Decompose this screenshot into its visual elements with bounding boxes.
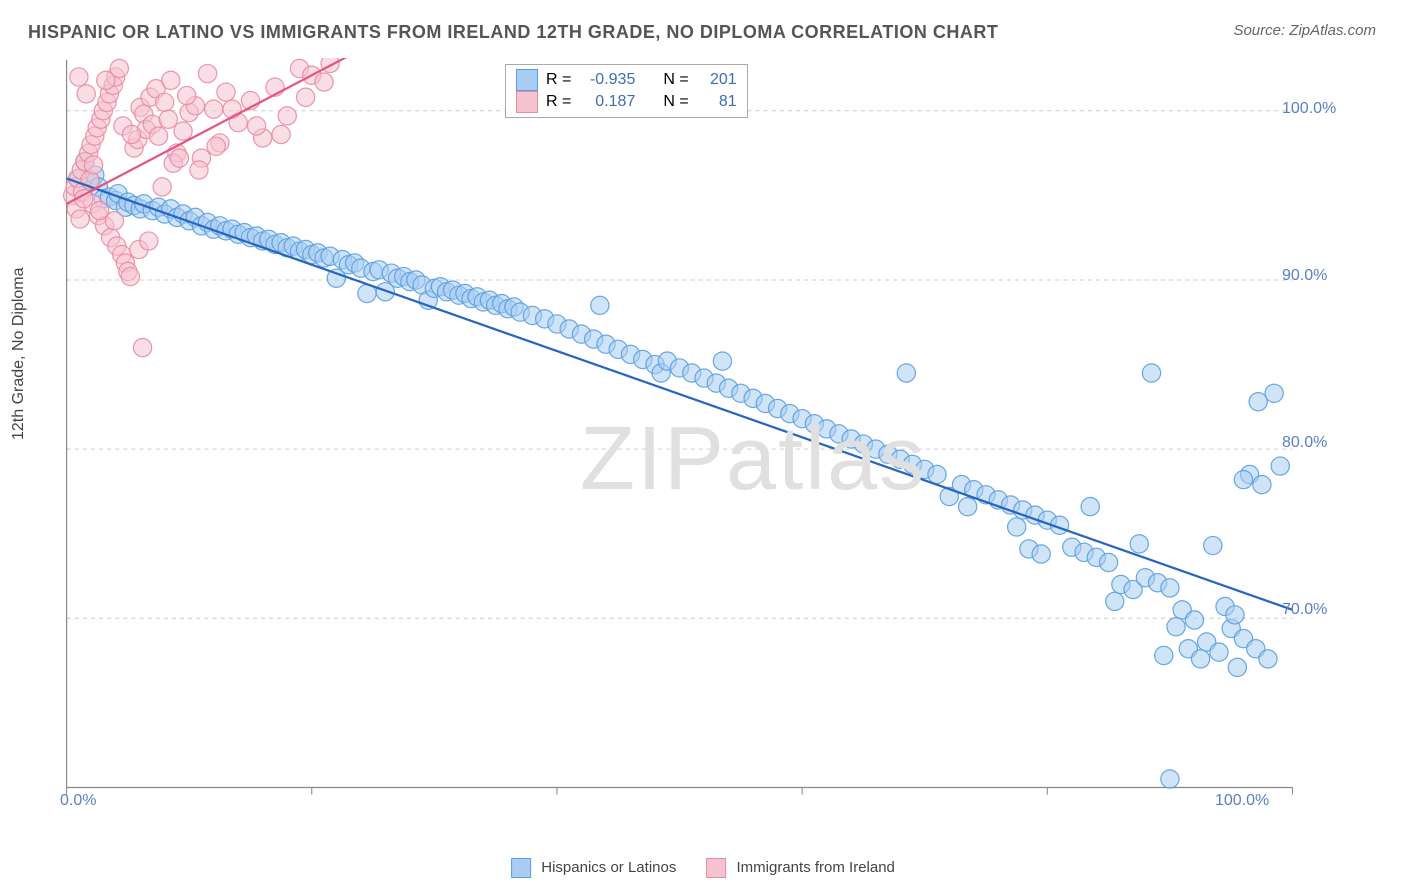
correlation-stats-box: R = -0.935 N = 201 R = 0.187 N = 81 [505,64,748,118]
plot-area: ZIPatlas R = -0.935 N = 201 R = 0.187 N … [60,58,1370,828]
legend-swatch-pink [706,858,726,878]
y-tick-label: 90.0% [1282,267,1327,285]
r2-value: 0.187 [579,93,635,111]
n-label-2: N = [663,93,688,111]
n2-value: 81 [697,93,737,111]
legend-item-2: Immigrants from Ireland [706,858,895,878]
legend-swatch-blue [511,858,531,878]
chart-title: HISPANIC OR LATINO VS IMMIGRANTS FROM IR… [28,22,998,43]
stats-swatch-pink [516,91,538,113]
stats-row-2: R = 0.187 N = 81 [516,91,737,113]
source-attribution: Source: ZipAtlas.com [1233,22,1376,39]
n-label: N = [663,71,688,89]
scatter-plot-svg [60,58,1370,828]
r1-value: -0.935 [579,71,635,89]
y-tick-label: 80.0% [1282,434,1327,452]
stats-swatch-blue [516,69,538,91]
r-label: R = [546,71,571,89]
legend-item-1: Hispanics or Latinos [511,858,676,878]
x-tick-label: 0.0% [60,792,96,810]
legend-label-1: Hispanics or Latinos [541,859,676,876]
y-tick-label: 70.0% [1282,601,1327,619]
y-axis-label: 12th Grade, No Diploma [10,267,28,440]
n1-value: 201 [697,71,737,89]
legend: Hispanics or Latinos Immigrants from Ire… [511,858,895,878]
r-label-2: R = [546,93,571,111]
stats-row-1: R = -0.935 N = 201 [516,69,737,91]
y-tick-label: 100.0% [1282,100,1336,118]
legend-label-2: Immigrants from Ireland [737,859,895,876]
x-tick-label: 100.0% [1215,792,1269,810]
